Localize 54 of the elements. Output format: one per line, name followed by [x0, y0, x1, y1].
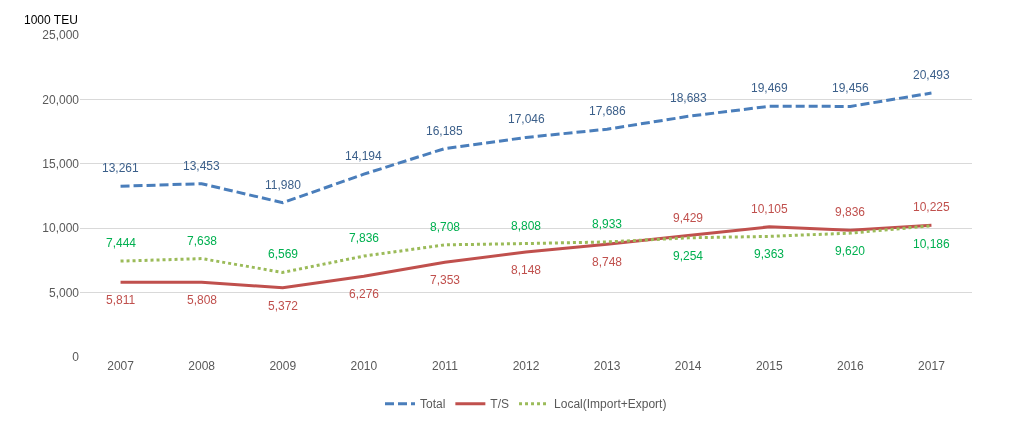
y-tick-label: 5,000: [48, 285, 80, 300]
y-tick-label: 10,000: [42, 221, 80, 236]
data-label: 9,363: [754, 247, 785, 261]
x-tick-label: 2007: [107, 359, 135, 373]
data-label: 9,254: [673, 249, 704, 263]
x-tick-label: 2010: [350, 359, 378, 373]
data-label: 7,836: [349, 231, 380, 245]
data-label: 9,836: [835, 205, 866, 219]
x-tick-label: 2013: [593, 359, 621, 373]
y-tick-label: 20,000: [42, 92, 80, 107]
data-label: 6,276: [349, 287, 380, 301]
data-label: 11,980: [265, 178, 302, 192]
y-tick-label: 25,000: [42, 28, 80, 43]
data-label: 14,194: [345, 149, 383, 163]
data-label: 8,933: [592, 217, 623, 231]
data-label: 10,105: [751, 202, 789, 216]
data-label: 17,046: [508, 112, 546, 126]
x-tick-label: 2017: [918, 359, 946, 373]
legend-label: Total: [420, 397, 446, 412]
y-tick-label: 0: [72, 350, 80, 365]
data-label: 5,372: [268, 299, 299, 313]
data-label: 7,638: [187, 234, 218, 248]
data-label: 7,444: [106, 236, 137, 250]
data-label: 6,569: [268, 247, 299, 261]
data-label: 17,686: [589, 104, 627, 118]
data-label: 19,456: [832, 81, 870, 95]
data-label: 10,225: [913, 200, 951, 214]
legend-label: T/S: [490, 397, 510, 412]
x-tick-label: 2015: [755, 359, 783, 373]
x-tick-label: 2009: [269, 359, 297, 373]
x-tick-label: 2012: [512, 359, 540, 373]
data-label: 20,493: [913, 68, 951, 82]
data-label: 13,453: [183, 159, 221, 173]
data-label: 18,683: [670, 91, 708, 105]
data-label: 5,811: [106, 293, 136, 307]
data-label: 13,261: [102, 161, 140, 175]
x-tick-label: 2011: [432, 359, 459, 373]
x-tick-label: 2016: [837, 359, 865, 373]
y-tick-label: 15,000: [42, 157, 80, 171]
data-label: 9,620: [835, 244, 866, 258]
legend-label: Local(Import+Export): [554, 397, 667, 412]
data-label: 8,748: [592, 255, 623, 269]
y-axis-title: 1000 TEU: [24, 13, 78, 27]
data-label: 8,708: [430, 220, 461, 234]
x-tick-label: 2014: [674, 359, 702, 373]
data-label: 8,148: [511, 263, 542, 277]
data-label: 8,808: [511, 219, 542, 233]
data-label: 9,429: [673, 211, 704, 225]
x-tick-label: 2008: [188, 359, 216, 373]
data-label: 10,186: [913, 237, 951, 251]
data-label: 16,185: [426, 124, 464, 138]
data-label: 5,808: [187, 293, 218, 307]
data-label: 7,353: [430, 273, 461, 287]
data-label: 19,469: [751, 81, 789, 95]
